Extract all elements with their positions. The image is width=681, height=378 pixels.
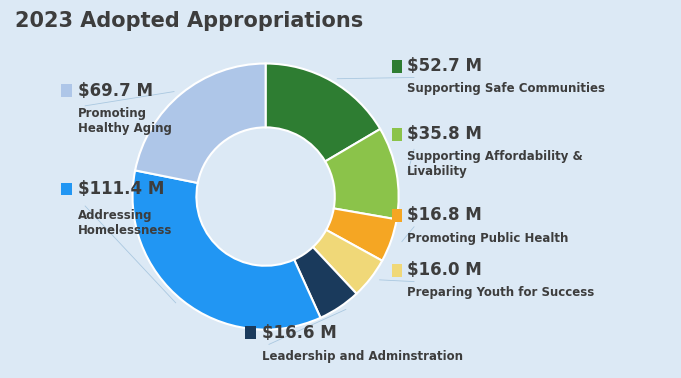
Text: Promoting Public Health: Promoting Public Health	[407, 232, 569, 245]
Text: Preparing Youth for Success: Preparing Youth for Success	[407, 287, 595, 299]
Wedge shape	[294, 247, 357, 318]
Text: $16.0 M: $16.0 M	[407, 261, 482, 279]
Wedge shape	[326, 129, 398, 219]
Wedge shape	[133, 170, 321, 330]
Text: $69.7 M: $69.7 M	[78, 82, 153, 100]
Text: Addressing
Homelessness: Addressing Homelessness	[78, 209, 173, 237]
Text: $16.8 M: $16.8 M	[407, 206, 482, 225]
Text: Supporting Affordability &
Livability: Supporting Affordability & Livability	[407, 150, 583, 178]
Text: Promoting
Healthy Aging: Promoting Healthy Aging	[78, 107, 172, 135]
Wedge shape	[135, 64, 266, 183]
Wedge shape	[326, 208, 396, 261]
Text: Leadership and Adminstration: Leadership and Adminstration	[262, 350, 463, 363]
Text: $35.8 M: $35.8 M	[407, 125, 482, 143]
Wedge shape	[266, 64, 380, 161]
Text: $52.7 M: $52.7 M	[407, 57, 482, 75]
Text: $111.4 M: $111.4 M	[78, 180, 165, 198]
Wedge shape	[313, 230, 382, 294]
Text: $16.6 M: $16.6 M	[262, 324, 337, 342]
Text: 2023 Adopted Appropriations: 2023 Adopted Appropriations	[15, 11, 363, 31]
Text: Supporting Safe Communities: Supporting Safe Communities	[407, 82, 605, 95]
